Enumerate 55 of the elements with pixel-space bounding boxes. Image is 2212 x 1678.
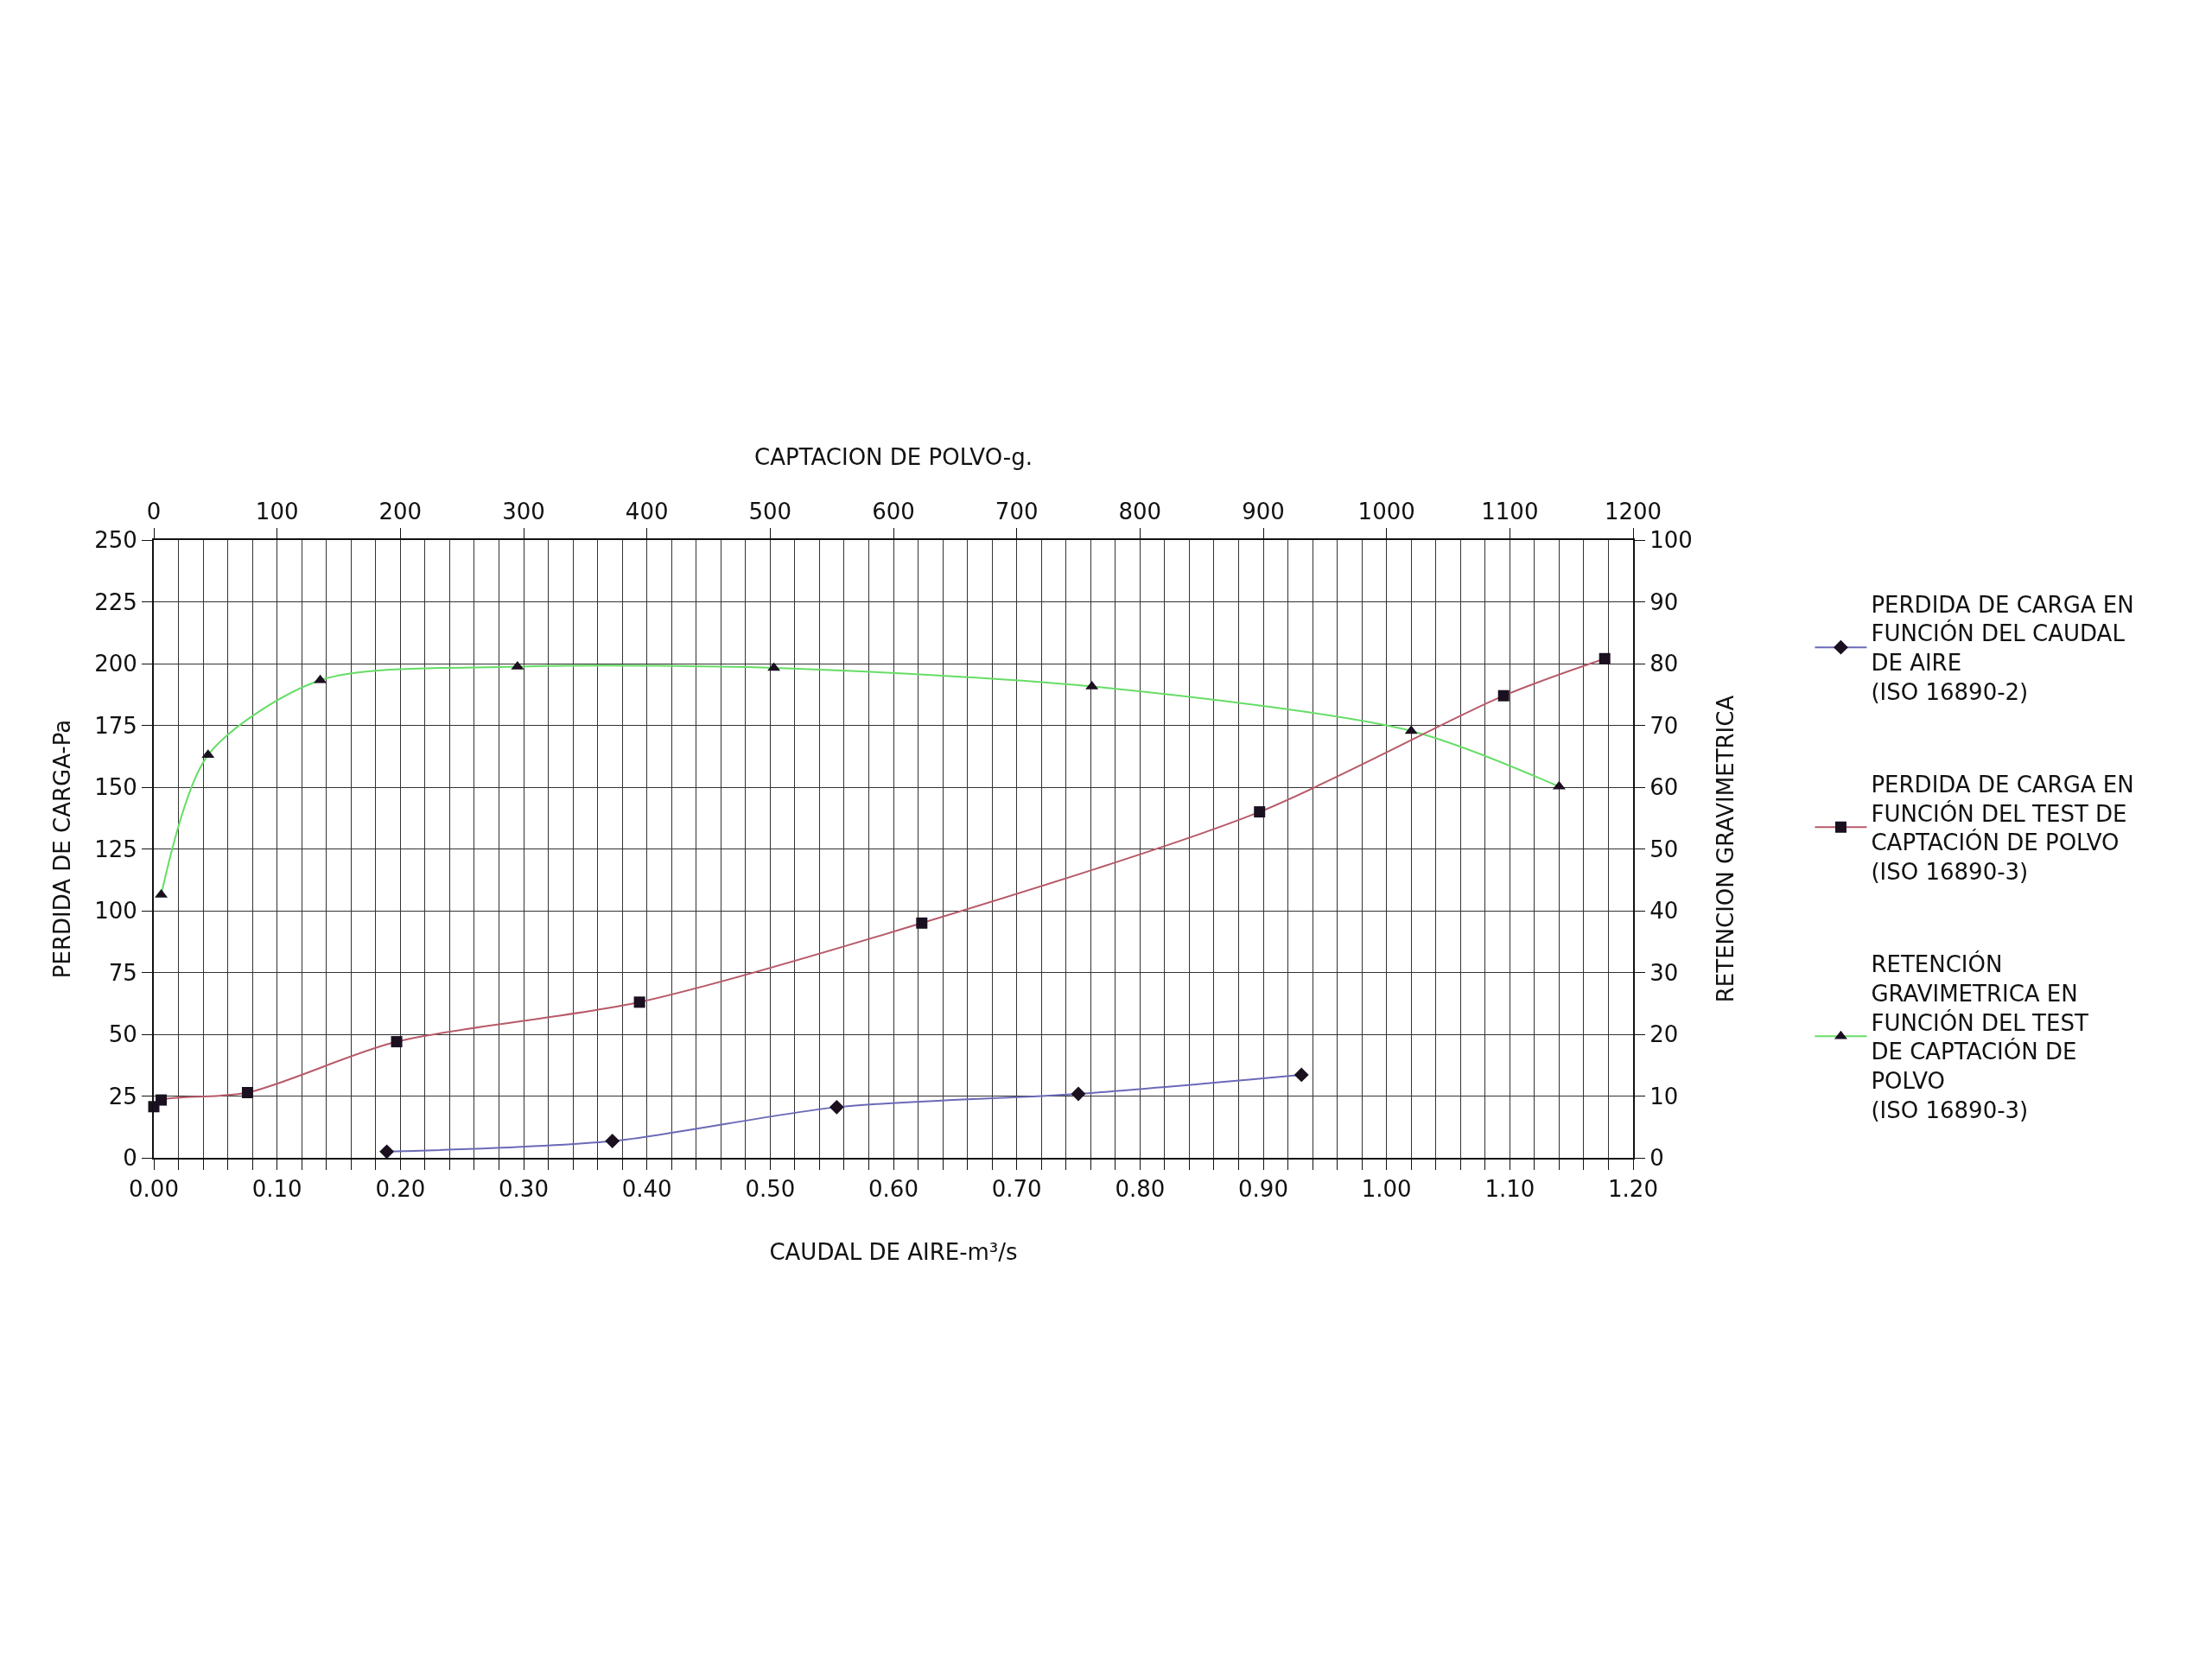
y2-tick-label: 0 <box>1649 1145 1664 1172</box>
y2-tick-label: 60 <box>1649 774 1679 801</box>
x-tick-label: 0.40 <box>621 1176 672 1203</box>
y-tick-label: 175 <box>94 712 137 739</box>
legend-label: RETENCIÓN GRAVIMETRICA EN FUNCIÓN DEL TEST DE CAPTACIÓN DE POLVO (ISO 16890-3) <box>1871 950 2088 1123</box>
y2-axis-title: RETENCION GRAVIMETRICA <box>1713 695 1739 1003</box>
x-tick-label: 0.00 <box>129 1176 179 1203</box>
x-tick-label: 0.80 <box>1115 1176 1166 1203</box>
y-tick-label: 150 <box>94 774 137 801</box>
x-tick-label: 0.60 <box>868 1176 918 1203</box>
x2-tick-label: 1100 <box>1481 498 1539 524</box>
x2-tick-label: 0 <box>146 498 162 524</box>
x-tick-label: 1.10 <box>1484 1176 1535 1203</box>
x-tick-label: 0.90 <box>1238 1176 1288 1203</box>
x2-tick-label: 200 <box>378 498 423 524</box>
x-tick-label: 1.20 <box>1608 1176 1658 1203</box>
y-tick-label: 25 <box>108 1083 137 1109</box>
y2-tick-label: 70 <box>1649 712 1679 739</box>
x2-tick-label: 800 <box>1118 498 1162 524</box>
x2-tick-label: 400 <box>625 498 669 524</box>
y2-tick-label: 10 <box>1649 1083 1679 1109</box>
legend-label: PERDIDA DE CARGA EN FUNCIÓN DEL CAUDAL DE AIRE (ISO 16890-2) <box>1871 591 2134 705</box>
x-tick-label: 1.00 <box>1361 1176 1412 1203</box>
x2-tick-label: 1000 <box>1357 498 1415 524</box>
x2-tick-label: 1200 <box>1604 498 1662 524</box>
y-tick-label: 250 <box>94 527 137 554</box>
y-tick-label: 0 <box>123 1145 137 1172</box>
x2-tick-label: 700 <box>995 498 1039 524</box>
x2-tick-label: 300 <box>502 498 545 524</box>
y2-tick-label: 90 <box>1649 588 1679 615</box>
legend-label: PERDIDA DE CARGA EN FUNCIÓN DEL TEST DE CAPTACIÓN DE POLVO (ISO 16890-3) <box>1871 771 2134 886</box>
y-tick-label: 100 <box>94 898 137 925</box>
x2-tick-label: 100 <box>255 498 299 524</box>
y-tick-label: 200 <box>94 651 137 677</box>
x2-tick-label: 600 <box>872 498 915 524</box>
x-tick-label: 0.20 <box>375 1176 426 1203</box>
x-tick-label: 0.50 <box>745 1176 796 1203</box>
y2-tick-label: 30 <box>1649 959 1679 986</box>
y-tick-label: 50 <box>108 1021 137 1048</box>
x-axis-title: CAUDAL DE AIRE-m³/s <box>769 1239 1018 1266</box>
y-tick-label: 75 <box>108 959 137 986</box>
y-axis-title: PERDIDA DE CARGA-Pa <box>49 719 76 979</box>
x2-tick-label: 500 <box>748 498 792 524</box>
x-tick-label: 0.30 <box>499 1176 549 1203</box>
y-tick-label: 225 <box>94 588 137 615</box>
y2-tick-label: 40 <box>1649 898 1679 925</box>
x2-tick-label: 900 <box>1242 498 1285 524</box>
y2-tick-label: 50 <box>1649 836 1679 862</box>
x2-axis-title: CAPTACION DE POLVO-g. <box>754 444 1033 471</box>
y-tick-label: 125 <box>94 836 137 862</box>
y2-tick-label: 80 <box>1649 651 1679 677</box>
y2-tick-label: 20 <box>1649 1021 1679 1048</box>
x-tick-label: 0.70 <box>991 1176 1042 1203</box>
y2-tick-label: 100 <box>1649 527 1693 554</box>
x-tick-label: 0.10 <box>251 1176 302 1203</box>
